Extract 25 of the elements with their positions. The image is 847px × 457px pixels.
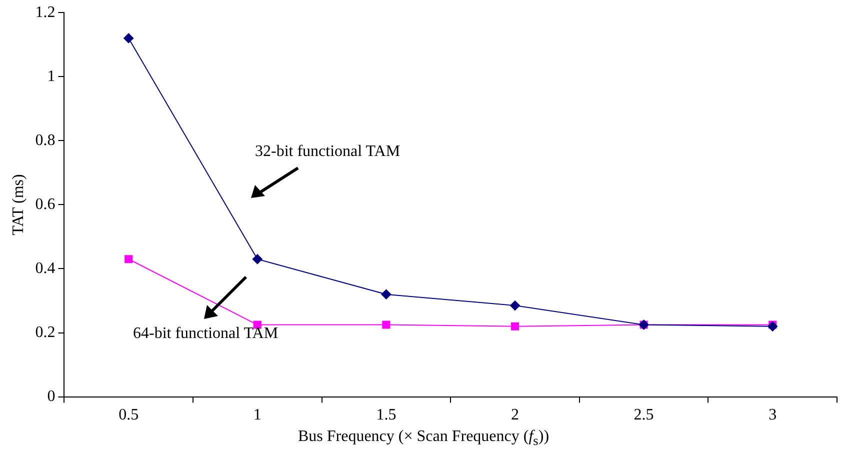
- y-axis-title: TAT (ms): [10, 174, 27, 236]
- point: [510, 300, 520, 311]
- annotation: 64-bit functional TAM: [133, 325, 278, 343]
- y-tick-label: 0: [47, 388, 56, 406]
- y-tick-label: 0.4: [35, 260, 56, 277]
- x-tick-label: 3: [768, 406, 777, 424]
- point: [768, 321, 778, 332]
- x-tick-label: 1.5: [376, 406, 396, 424]
- y-tick-label: 0.6: [35, 196, 56, 213]
- point: [381, 289, 392, 300]
- y-tick-label: 0.8: [35, 132, 56, 149]
- point: [510, 322, 520, 330]
- y-tick-label: 1: [47, 68, 56, 85]
- x-axis-title: Bus Frequency (× Scan Frequency (f$_{s}$)): [296, 428, 550, 450]
- point: [252, 254, 262, 264]
- point: [124, 33, 134, 44]
- point: [382, 320, 390, 329]
- x-tick-label: 1: [253, 406, 262, 424]
- point: [124, 255, 133, 264]
- x-tick-label: 2: [511, 406, 519, 424]
- y-tick-label: 1.2: [35, 4, 56, 21]
- annotation: 32-bit functional TAM: [255, 143, 400, 161]
- y-tick-label: 0.2: [35, 324, 56, 341]
- x-tick-label: 2.5: [634, 406, 654, 424]
- x-tick-label: 0.5: [118, 406, 139, 424]
